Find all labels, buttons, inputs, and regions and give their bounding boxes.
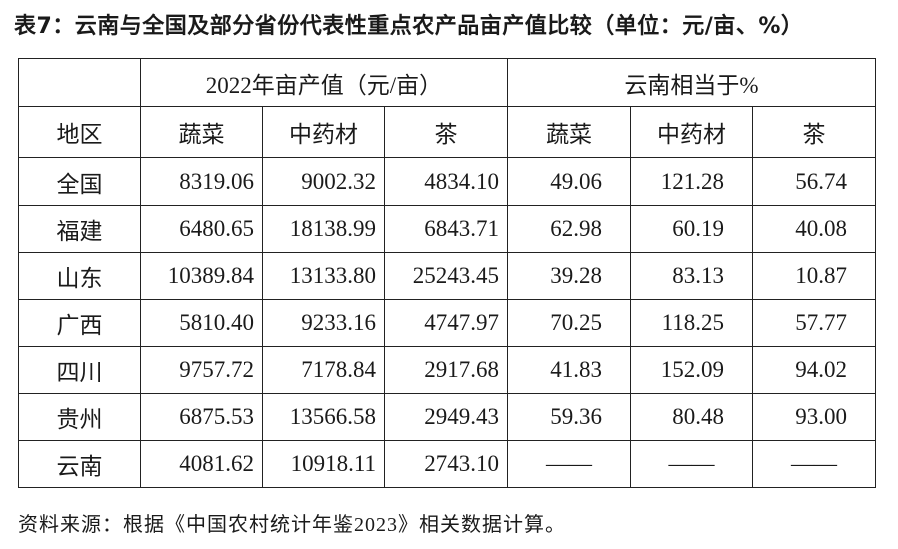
table-cell: 6875.53 — [140, 393, 263, 441]
column-header: 地区 — [18, 106, 141, 158]
table-cell: 60.19 — [630, 205, 753, 253]
table-cell: 93.00 — [752, 393, 876, 441]
table-row: 云南 4081.62 10918.11 2743.10 —— —— —— — [18, 440, 876, 488]
column-header: 蔬菜 — [140, 106, 263, 158]
table-cell: 13566.58 — [262, 393, 385, 441]
table-cell: —— — [752, 440, 876, 488]
column-header: 茶 — [752, 106, 876, 158]
table-cell: 2743.10 — [384, 440, 508, 488]
table-cell: 41.83 — [507, 346, 631, 394]
data-table: 2022年亩产值（元/亩） 云南相当于% 地区 蔬菜 中药材茶蔬菜 中药材茶全国 8319.… — [18, 58, 876, 488]
table-cell: 4834.10 — [384, 157, 508, 206]
table-cell: 118.25 — [630, 299, 753, 347]
source-note: 资料来源：根据《中国农村统计年鉴2023》相关数据计算。 — [18, 514, 566, 536]
table-cell: 4081.62 — [140, 440, 263, 488]
table-cell: 152.09 — [630, 346, 753, 394]
table-cell: 80.48 — [630, 393, 753, 441]
table-cell: 121.28 — [630, 157, 753, 206]
table-row: 广西 5810.40 9233.16 4747.97 70.25 118.25 57.77 — [18, 299, 876, 347]
table-cell: 山东 — [18, 252, 141, 300]
table-row: 福建 6480.65 18138.99 6843.71 62.98 60.19 40.08 — [18, 205, 876, 253]
column-header: 蔬菜 — [507, 106, 631, 158]
table-cell: 云南 — [18, 440, 141, 488]
table-cell: 94.02 — [752, 346, 876, 394]
table-cell: 13133.80 — [262, 252, 385, 300]
table-cell: 8319.06 — [140, 157, 263, 206]
column-header: 茶 — [384, 106, 508, 158]
table-cell: 49.06 — [507, 157, 631, 206]
table-row: 四川 9757.72 7178.84 2917.68 41.83 152.09 94.02 — [18, 346, 876, 394]
table-cell: 57.77 — [752, 299, 876, 347]
table-cell: 7178.84 — [262, 346, 385, 394]
header-row: 2022年亩产值（元/亩） 云南相当于% — [18, 58, 876, 107]
table-cell: 62.98 — [507, 205, 631, 253]
table-cell: 25243.45 — [384, 252, 508, 300]
table-cell: 10.87 — [752, 252, 876, 300]
table-cell: 广西 — [18, 299, 141, 347]
table-cell: 贵州 — [18, 393, 141, 441]
table-cell: 4747.97 — [384, 299, 508, 347]
table-cell: 39.28 — [507, 252, 631, 300]
table-row: 贵州 6875.53 13566.58 2949.43 59.36 80.48 93.00 — [18, 393, 876, 441]
table-cell: 9233.16 — [262, 299, 385, 347]
table-cell: 56.74 — [752, 157, 876, 206]
table-cell: 83.13 — [630, 252, 753, 300]
group-header: 2022年亩产值（元/亩） — [140, 58, 508, 107]
table-cell: 6843.71 — [384, 205, 508, 253]
table-cell: 福建 — [18, 205, 141, 253]
table-cell: 5810.40 — [140, 299, 263, 347]
table-cell: —— — [630, 440, 753, 488]
header-cell — [18, 58, 141, 107]
table-cell: 四川 — [18, 346, 141, 394]
table-cell: 40.08 — [752, 205, 876, 253]
table-cell: 全国 — [18, 157, 141, 206]
table-cell: 59.36 — [507, 393, 631, 441]
group-header: 云南相当于% — [507, 58, 876, 107]
table-cell: 18138.99 — [262, 205, 385, 253]
table-cell: —— — [507, 440, 631, 488]
table-cell: 9002.32 — [262, 157, 385, 206]
column-header: 中药材 — [262, 106, 385, 158]
table-cell: 6480.65 — [140, 205, 263, 253]
table-cell: 70.25 — [507, 299, 631, 347]
table-row: 全国 8319.06 9002.32 4834.10 49.06 121.28 56.74 — [18, 157, 876, 206]
table-cell: 2949.43 — [384, 393, 508, 441]
table-cell: 2917.68 — [384, 346, 508, 394]
table-cell: 10389.84 — [140, 252, 263, 300]
title: 表7：云南与全国及部分省份代表性重点农产品亩产值比较（单位：元/亩、%） — [14, 14, 804, 39]
table-cell: 9757.72 — [140, 346, 263, 394]
header-row: 地区 蔬菜 中药材茶蔬菜 中药材茶 — [18, 106, 876, 158]
table-cell: 10918.11 — [262, 440, 385, 488]
table-row: 山东 10389.84 13133.80 25243.45 39.28 83.13 10.8… — [18, 252, 876, 300]
column-header: 中药材 — [630, 106, 753, 158]
